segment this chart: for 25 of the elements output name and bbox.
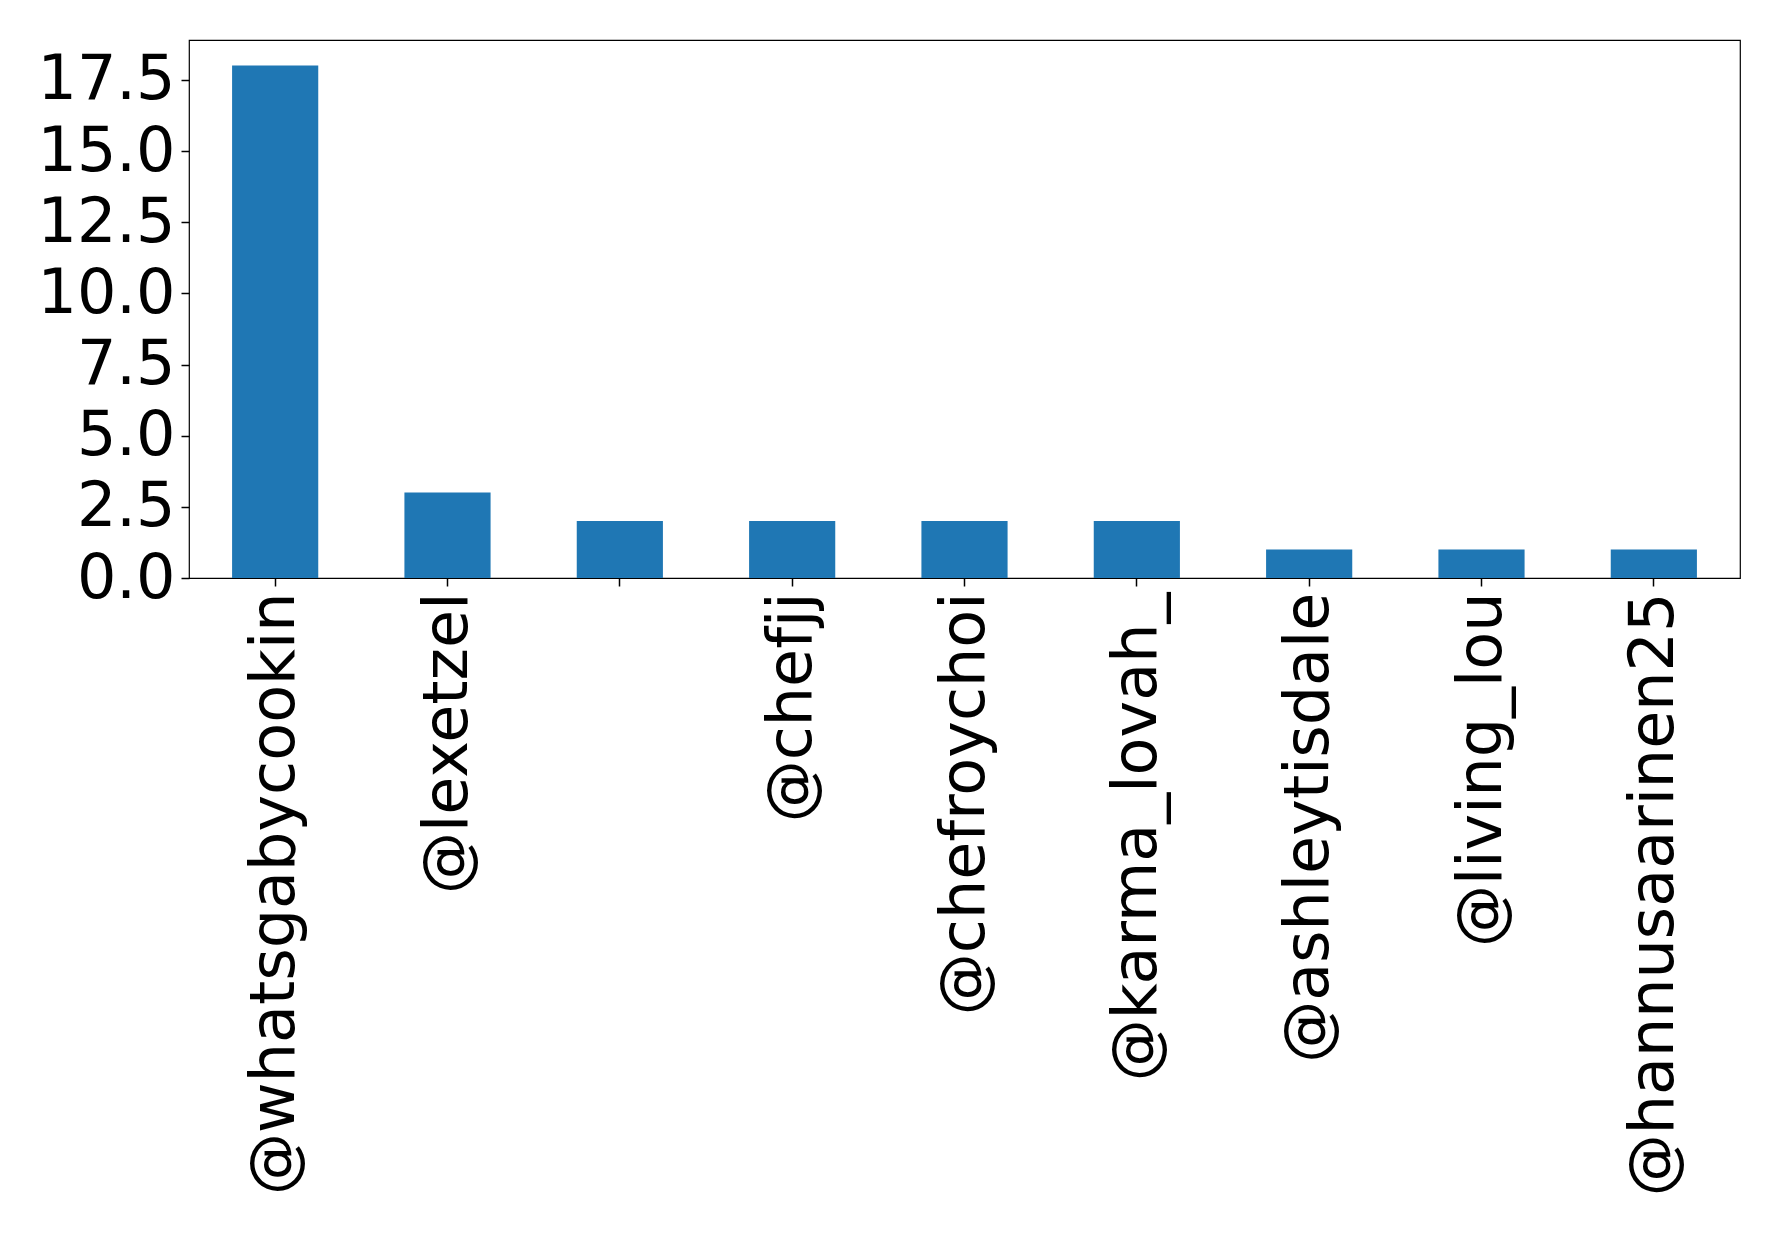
y-tick-label: 0.0 [76,539,176,613]
bar [921,521,1008,578]
x-tick-label: @karma_lovah_ [1097,591,1171,1082]
y-tick-label: 2.5 [76,468,176,542]
x-tick-label: @hannusaarinen25 [1614,592,1688,1197]
x-tick-label: @ashleytisdale [1270,592,1344,1063]
y-tick-label: 7.5 [76,326,176,400]
x-tick-label: @living_lou [1442,592,1516,947]
bar [1438,549,1525,578]
bar [404,492,491,578]
x-tick-label: @chefjj [753,592,827,823]
y-tick-label: 17.5 [37,41,176,115]
bar [232,65,319,578]
bar [1093,521,1180,578]
y-tick-label: 12.5 [37,183,176,257]
y-tick-label: 15.0 [37,112,176,186]
y-tick-label: 5.0 [76,397,176,471]
x-tick-label: @lexetzel [408,592,482,894]
bar [1610,549,1697,578]
bar [749,521,836,578]
x-tick-label: @chefroychoi [925,592,999,1016]
x-tick-label: @whatsgabycookin [236,592,310,1195]
bar [576,521,663,578]
bar [1266,549,1353,578]
y-tick-label: 10.0 [37,254,176,328]
